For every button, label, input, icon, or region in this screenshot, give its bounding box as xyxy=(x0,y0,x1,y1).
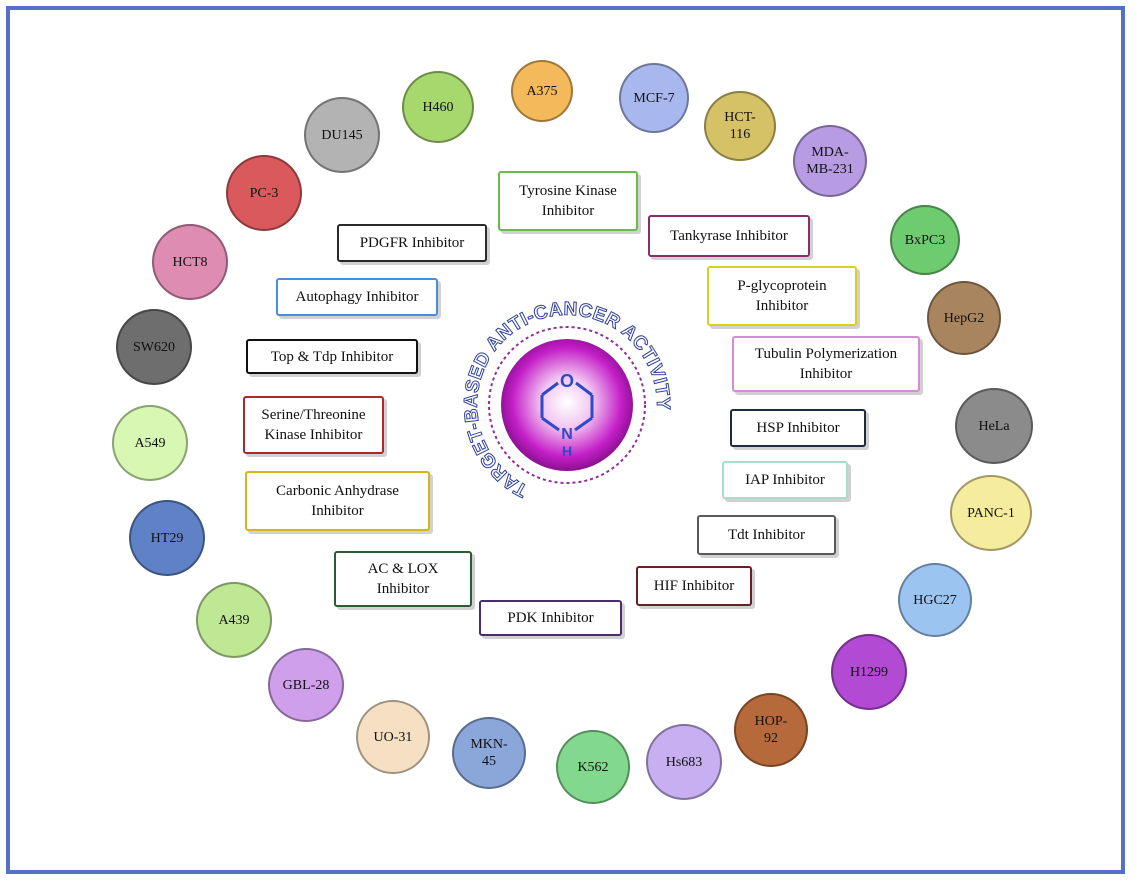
cell-line-circle: HT29 xyxy=(129,500,205,576)
cell-line-circle: MDA- MB-231 xyxy=(793,125,867,197)
inhibitor-box: Tubulin Polymerization Inhibitor xyxy=(732,336,920,392)
cell-line-label: A375 xyxy=(526,83,558,99)
inhibitor-box: Autophagy Inhibitor xyxy=(276,278,438,316)
inhibitor-label: Top & Tdp Inhibitor xyxy=(270,348,394,365)
inhibitor-box: Carbonic Anhydrase Inhibitor xyxy=(245,471,430,531)
cell-line-circle: H1299 xyxy=(831,634,907,710)
cell-line-label: Hs683 xyxy=(665,754,703,770)
cell-line-label: PANC-1 xyxy=(967,505,1015,521)
inhibitor-box: HIF Inhibitor xyxy=(636,566,752,606)
cell-line-circle: PANC-1 xyxy=(950,475,1032,551)
inhibitor-label: Tubulin Polymerization Inhibitor xyxy=(754,346,898,382)
inhibitor-box: Tdt Inhibitor xyxy=(697,515,836,555)
cell-line-label: MKN- 45 xyxy=(470,737,508,769)
cell-line-label: H460 xyxy=(422,99,454,115)
cell-line-label: A549 xyxy=(134,435,166,451)
cell-line-circle: HepG2 xyxy=(927,281,1001,355)
cell-line-circle: HCT- 116 xyxy=(704,91,776,161)
cell-line-circle: MKN- 45 xyxy=(452,717,526,789)
atom-hydrogen: H xyxy=(562,443,572,459)
cell-line-label: BxPC3 xyxy=(904,232,946,248)
inhibitor-label: IAP Inhibitor xyxy=(745,472,825,488)
atom-oxygen: O xyxy=(560,371,574,391)
inhibitor-label: Carbonic Anhydrase Inhibitor xyxy=(276,483,399,519)
cell-line-circle: UO-31 xyxy=(356,700,430,774)
cell-line-label: HCT8 xyxy=(172,254,208,270)
cell-line-label: K562 xyxy=(577,759,609,775)
cell-line-label: SW620 xyxy=(133,339,175,355)
morpholine-sphere: TARGET-BASED ANTI-CANCER ACTIVITY O N H xyxy=(462,300,672,501)
inhibitor-box: HSP Inhibitor xyxy=(730,409,866,447)
cell-line-circle: A549 xyxy=(112,405,188,481)
cell-line-label: MCF-7 xyxy=(633,90,675,106)
inhibitor-box: PDK Inhibitor xyxy=(479,600,622,636)
cell-line-label: HGC27 xyxy=(913,592,957,608)
inhibitor-label: PDGFR Inhibitor xyxy=(359,235,465,251)
cell-line-circle: DU145 xyxy=(304,97,380,173)
cell-line-label: HT29 xyxy=(150,530,184,546)
cell-line-circle: Hs683 xyxy=(646,724,722,800)
cell-line-label: HepG2 xyxy=(943,310,985,326)
cell-line-circle: SW620 xyxy=(116,309,192,385)
inhibitor-label: HIF Inhibitor xyxy=(653,578,735,594)
inhibitor-label: Tankyrase Inhibitor xyxy=(670,228,788,244)
inhibitor-box: Top & Tdp Inhibitor xyxy=(246,339,418,374)
inhibitor-label: Tdt Inhibitor xyxy=(727,527,806,543)
cell-line-label: DU145 xyxy=(321,127,363,143)
cell-line-circle: HCT8 xyxy=(152,224,228,300)
cell-line-circle: K562 xyxy=(556,730,630,804)
cell-line-label: H1299 xyxy=(849,664,889,680)
inhibitor-box: AC & LOX Inhibitor xyxy=(334,551,472,607)
cell-line-label: UO-31 xyxy=(373,729,413,745)
inhibitor-box: Tankyrase Inhibitor xyxy=(648,215,810,257)
cell-line-label: PC-3 xyxy=(249,185,279,201)
cell-line-circle: BxPC3 xyxy=(890,205,960,275)
cell-line-circle: A375 xyxy=(511,60,573,122)
cell-line-circle: HGC27 xyxy=(898,563,972,637)
cell-line-circle: A439 xyxy=(196,582,272,658)
cell-line-label: A439 xyxy=(218,612,250,628)
inhibitor-box: IAP Inhibitor xyxy=(722,461,848,499)
cell-line-label: MDA- MB-231 xyxy=(806,145,854,177)
cell-line-label: HCT- 116 xyxy=(724,110,756,142)
cell-line-label: HOP- 92 xyxy=(754,714,788,746)
morpholine-ring xyxy=(540,381,594,432)
inhibitor-label: PDK Inhibitor xyxy=(507,610,594,626)
cell-line-circle: PC-3 xyxy=(226,155,302,231)
cell-line-label: GBL-28 xyxy=(282,677,330,693)
inhibitor-label: HSP Inhibitor xyxy=(756,420,840,436)
cell-line-circle: HeLa xyxy=(955,388,1033,464)
inhibitor-label: P-glycoprotein Inhibitor xyxy=(737,278,827,314)
cell-line-circle: MCF-7 xyxy=(619,63,689,133)
inhibitor-box: Tyrosine Kinase Inhibitor xyxy=(498,171,638,231)
cell-line-circle: H460 xyxy=(402,71,474,143)
inhibitor-label: AC & LOX Inhibitor xyxy=(367,561,439,597)
atom-nitrogen: N xyxy=(561,426,573,443)
inhibitor-box: P-glycoprotein Inhibitor xyxy=(707,266,857,326)
inhibitor-box: Serine/Threonine Kinase Inhibitor xyxy=(243,396,384,454)
cell-line-circle: HOP- 92 xyxy=(734,693,808,767)
inhibitor-label: Serine/Threonine Kinase Inhibitor xyxy=(261,407,366,443)
inhibitor-box: PDGFR Inhibitor xyxy=(337,224,487,262)
cell-line-circle: GBL-28 xyxy=(268,648,344,722)
sphere xyxy=(501,339,633,471)
cell-line-label: HeLa xyxy=(978,418,1010,434)
inhibitor-label: Tyrosine Kinase Inhibitor xyxy=(519,183,617,219)
inhibitor-label: Autophagy Inhibitor xyxy=(295,289,419,305)
